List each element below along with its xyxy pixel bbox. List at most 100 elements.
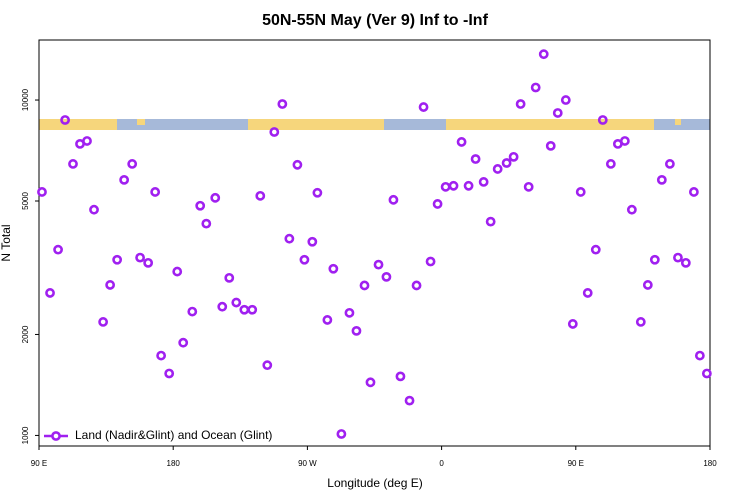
data-point [523, 181, 534, 192]
y-tick-label: 2000 [21, 325, 30, 343]
data-point [45, 288, 55, 298]
data-point [649, 254, 660, 265]
data-point [605, 159, 616, 169]
data-point [143, 257, 154, 268]
data-point [440, 181, 451, 192]
data-point [284, 233, 295, 244]
data-point [98, 317, 109, 327]
data-point [448, 180, 459, 191]
legend-label: Land (Nadir&Glint) and Ocean (Glint) [75, 428, 272, 442]
data-point [307, 236, 318, 247]
data-point [135, 252, 145, 263]
data-point [411, 280, 422, 291]
data-point [418, 102, 429, 112]
data-point [178, 337, 189, 348]
data-point [552, 108, 563, 118]
data-point [545, 140, 556, 151]
data-point [501, 158, 512, 168]
data-point [590, 244, 601, 255]
data-point [485, 216, 496, 227]
data-point [463, 180, 474, 191]
data-point [680, 257, 691, 268]
data-point [373, 259, 384, 270]
data-point [694, 350, 705, 361]
data-point [164, 368, 175, 379]
data-point [456, 137, 467, 147]
x-tick-label: 90 W [298, 459, 317, 468]
data-point [635, 317, 646, 327]
data-point [172, 266, 183, 277]
data-point [359, 280, 370, 291]
x-tick-label: 180 [703, 459, 717, 468]
data-point [150, 187, 161, 197]
data-point [60, 115, 70, 125]
data-point [37, 187, 47, 197]
data-point [626, 204, 637, 215]
y-axis-label: N Total [0, 224, 13, 261]
data-point [336, 429, 347, 439]
y-tick-label: 10000 [21, 88, 30, 111]
data-point [688, 187, 699, 197]
data-point [82, 136, 92, 146]
data-point [217, 301, 228, 312]
data-point [239, 304, 250, 315]
data-point [619, 136, 630, 146]
data-point [201, 218, 212, 229]
data-point [582, 288, 593, 298]
data-point [478, 177, 489, 187]
chart-title: 50N-55N May (Ver 9) Inf to -Inf [262, 12, 488, 29]
data-point [53, 244, 63, 255]
data-point [351, 325, 362, 336]
y-tick-label: 5000 [21, 192, 30, 210]
data-point [515, 99, 526, 109]
data-point [210, 192, 221, 203]
data-point [388, 194, 399, 205]
legend-marker [51, 431, 61, 441]
data-point [224, 272, 235, 283]
data-point [127, 159, 138, 169]
land-ocean-strip [39, 119, 710, 130]
data-point [247, 304, 258, 315]
x-tick-label: 90 E [31, 459, 47, 468]
data-point [292, 159, 303, 170]
data-point [470, 154, 481, 164]
data-point [381, 271, 392, 282]
data-point [322, 315, 333, 325]
data-point [425, 256, 436, 267]
data-point [156, 350, 167, 361]
data-point [299, 254, 310, 265]
data-point [365, 377, 376, 388]
x-axis-label: Longitude (deg E) [327, 476, 422, 490]
data-point [195, 200, 206, 211]
plot-frame [38, 39, 711, 447]
data-point [575, 187, 586, 197]
data-point [395, 371, 406, 382]
data-point [404, 395, 415, 406]
x-tick-label: 90 E [568, 459, 584, 468]
data-point [508, 151, 519, 162]
data-point [432, 199, 443, 209]
data-point [269, 127, 280, 137]
data-point [231, 297, 242, 308]
x-tick-label: 0 [439, 459, 444, 468]
data-point [567, 319, 578, 329]
data-point [656, 174, 667, 185]
data-point [312, 187, 323, 198]
data-point [538, 49, 549, 60]
x-tick-label: 180 [167, 459, 181, 468]
data-point [701, 368, 712, 379]
data-point [492, 164, 503, 174]
data-point [560, 95, 571, 105]
data-point [328, 263, 339, 274]
data-point [119, 174, 130, 185]
data-point [105, 280, 116, 290]
data-point [673, 252, 683, 263]
data-point [112, 254, 123, 265]
data-point [642, 280, 653, 290]
data-point [68, 159, 78, 169]
data-point [664, 159, 675, 169]
data-point [187, 306, 198, 317]
data-point [530, 82, 541, 93]
data-point [89, 204, 99, 215]
